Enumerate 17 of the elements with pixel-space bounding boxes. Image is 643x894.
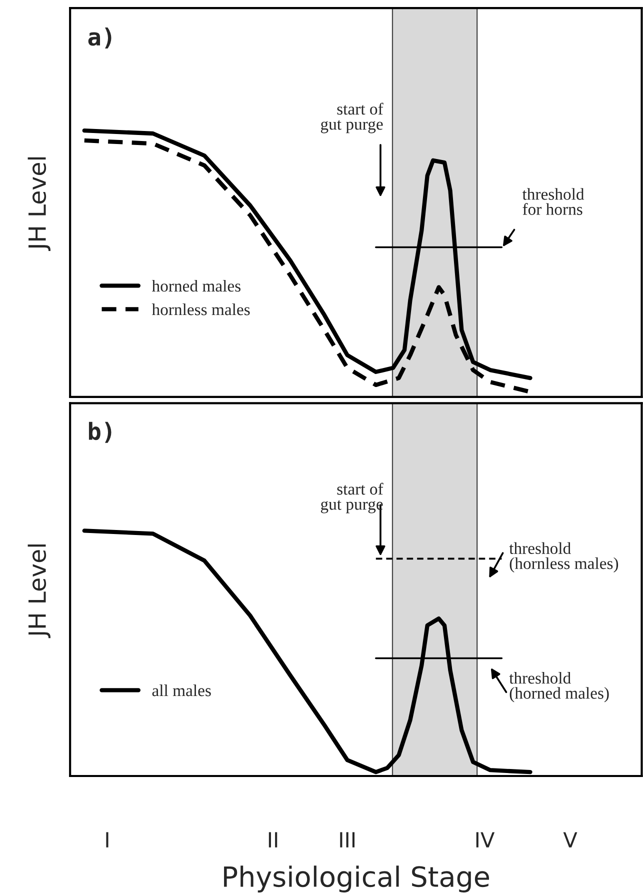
legend-label: horned males: [152, 280, 240, 292]
legend-label: hornless males: [152, 303, 250, 316]
x-tick-label: V: [563, 832, 578, 848]
chart-title: a): [88, 28, 112, 49]
legend-label: all males: [152, 684, 211, 696]
x-tick-label: III: [340, 832, 354, 848]
annotation: threshold for horns: [522, 188, 584, 215]
annotation: threshold (hornless males): [509, 542, 618, 572]
annotation: start of gut purge: [320, 102, 384, 134]
x-tick-label: IV: [476, 832, 495, 848]
chart-title: b): [88, 422, 112, 443]
x-tick-label: I: [106, 832, 108, 848]
annotation: threshold (horned males): [509, 672, 609, 702]
y-axis-title: JH Level: [28, 544, 50, 638]
x-tick-label: II: [268, 832, 278, 848]
x-axis-title: Physiological Stage: [224, 866, 489, 892]
y-axis-title: JH Level: [28, 157, 50, 251]
